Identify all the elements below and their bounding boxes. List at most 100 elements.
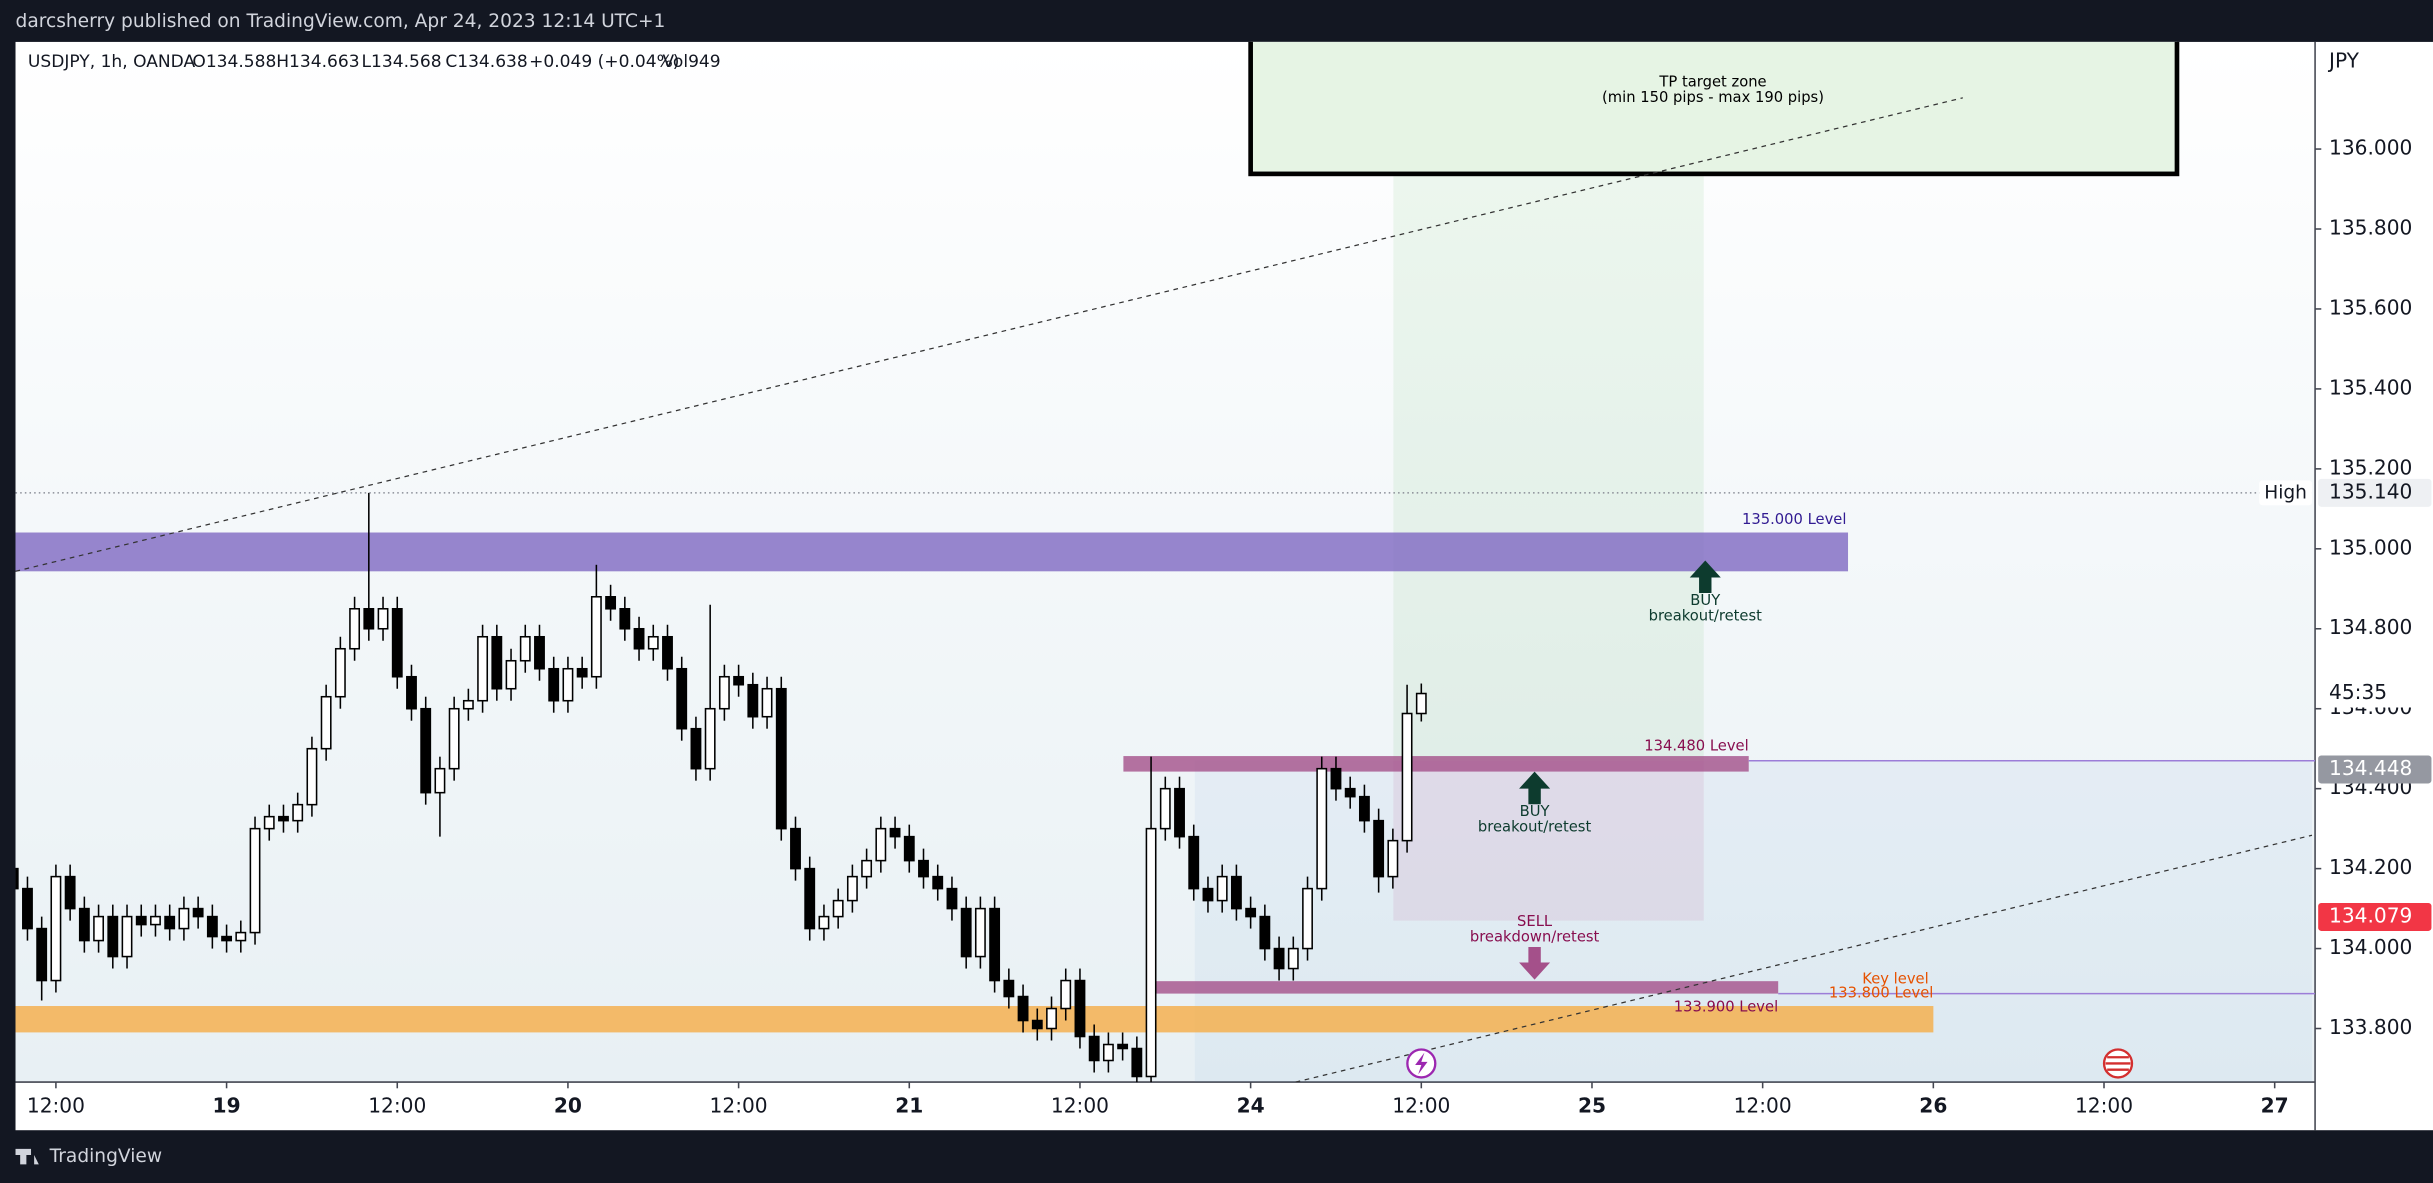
price-axis bbox=[2315, 41, 2433, 1131]
candle-body bbox=[1117, 1043, 1129, 1050]
candle-body bbox=[960, 907, 972, 958]
candle-body bbox=[1216, 875, 1228, 902]
legend-item: H134.663 bbox=[276, 52, 359, 72]
x-tick-label: 26 bbox=[1919, 1093, 1947, 1117]
legend-item: L134.568 bbox=[362, 52, 442, 72]
candle-body bbox=[477, 635, 489, 702]
candle-body bbox=[78, 907, 90, 942]
x-tick-label: 25 bbox=[1578, 1093, 1606, 1117]
candle-body bbox=[619, 607, 631, 630]
candle-body bbox=[22, 887, 33, 930]
candle-body bbox=[15, 867, 19, 890]
candle-body bbox=[662, 635, 673, 670]
candle-body bbox=[1387, 839, 1399, 878]
annotation: SELL bbox=[1517, 913, 1553, 930]
candle-body bbox=[36, 927, 48, 982]
legend-item: USDJPY, 1h, OANDA bbox=[28, 52, 196, 72]
legend-item: +0.049 (+0.04%) bbox=[529, 52, 679, 72]
candle-body bbox=[918, 859, 929, 878]
candle-body bbox=[1230, 875, 1242, 910]
candle-body bbox=[491, 635, 503, 690]
candle-body bbox=[775, 687, 787, 830]
candle-body bbox=[206, 915, 218, 938]
x-tick-label: 19 bbox=[213, 1093, 241, 1117]
candle-body bbox=[605, 596, 617, 610]
y-tick-label: 136.000 bbox=[2329, 136, 2412, 160]
candle-body bbox=[832, 899, 844, 918]
zone-134480 bbox=[1123, 756, 1749, 772]
candle-body bbox=[1060, 979, 1072, 1010]
trend-line bbox=[15, 97, 1963, 572]
candle-body bbox=[178, 907, 190, 930]
y-tick-label: 135.200 bbox=[2329, 455, 2412, 479]
candle-body bbox=[93, 915, 105, 942]
candle-body bbox=[1316, 767, 1328, 890]
annotation: 133.800 Level bbox=[1829, 985, 1933, 1002]
candle-body bbox=[1287, 947, 1299, 970]
y-tick-label: 134.200 bbox=[2329, 855, 2412, 879]
candle-body bbox=[974, 907, 986, 958]
candle-body bbox=[676, 667, 688, 730]
zone-133800 bbox=[1151, 981, 1779, 994]
annotations: TP target zone (min 150 pips - max 190 p… bbox=[1470, 73, 1934, 1015]
candle-body bbox=[1031, 1019, 1043, 1030]
candle-body bbox=[406, 675, 417, 710]
candle-body bbox=[306, 747, 318, 806]
candle-body bbox=[448, 707, 460, 770]
candle-body bbox=[1102, 1043, 1114, 1062]
plot bbox=[15, 41, 2316, 1083]
candle-body bbox=[733, 675, 745, 686]
legend-item: O134.588 bbox=[192, 52, 276, 72]
candle-body bbox=[1358, 795, 1370, 822]
candle-body bbox=[633, 627, 645, 650]
candle-body bbox=[690, 727, 702, 770]
candle-body bbox=[434, 767, 446, 794]
candle-body bbox=[50, 875, 62, 982]
candle-body bbox=[107, 915, 119, 958]
x-tick-label: 12:00 bbox=[1734, 1093, 1792, 1117]
candle-body bbox=[718, 675, 730, 710]
x-tick-label: 27 bbox=[2261, 1093, 2289, 1117]
candle-body bbox=[263, 815, 275, 830]
candle-body bbox=[462, 699, 474, 710]
high-value-badge bbox=[2318, 478, 2432, 507]
event-flag bbox=[2105, 1056, 2131, 1071]
buy-arrow bbox=[1519, 771, 1551, 805]
y-tick-label: 135.000 bbox=[2329, 535, 2412, 559]
candle-body bbox=[989, 907, 1001, 982]
candle-body bbox=[861, 859, 873, 878]
candle-body bbox=[932, 875, 944, 890]
candle-body bbox=[590, 596, 602, 678]
candle-body bbox=[64, 875, 76, 910]
candle-body bbox=[519, 635, 531, 662]
footer: TradingView bbox=[49, 1146, 162, 1167]
axis-unit: JPY bbox=[2327, 49, 2360, 73]
high-name: High bbox=[2264, 482, 2307, 503]
candle-body bbox=[704, 707, 716, 770]
candle-body bbox=[1188, 835, 1200, 890]
candle-body bbox=[221, 935, 233, 942]
candle-body bbox=[946, 887, 958, 910]
price-badge bbox=[2318, 903, 2432, 931]
candle-body bbox=[1202, 887, 1214, 902]
candle-body bbox=[761, 687, 773, 718]
candle-body bbox=[534, 635, 545, 670]
candle-body bbox=[747, 683, 759, 718]
time-axis bbox=[15, 1082, 2316, 1131]
price-badge-label: 134.448 bbox=[2329, 756, 2412, 780]
x-tick-label: 20 bbox=[554, 1093, 582, 1117]
annotation: BUY bbox=[1520, 803, 1551, 820]
candle-body bbox=[1245, 907, 1257, 918]
countdown-badge bbox=[2318, 679, 2432, 708]
candle-body bbox=[363, 607, 375, 630]
y-tick-label: 134.800 bbox=[2329, 615, 2412, 639]
candle-body bbox=[1003, 979, 1015, 998]
candle-body bbox=[391, 607, 403, 678]
stop-area bbox=[1393, 760, 1704, 921]
legend-item: Vol949 bbox=[663, 52, 721, 72]
annotation: BUY bbox=[1690, 592, 1721, 609]
event-icon bbox=[1415, 1052, 1428, 1075]
candle-body bbox=[150, 915, 161, 926]
annotation: 134.480 Level bbox=[1644, 738, 1748, 755]
